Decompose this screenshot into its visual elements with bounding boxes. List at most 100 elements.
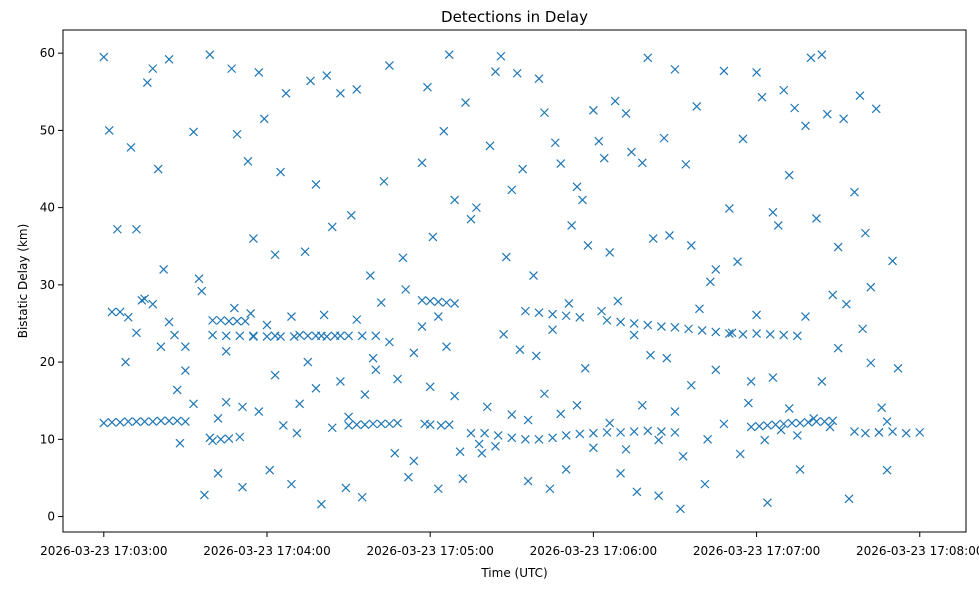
scatter-point xyxy=(763,498,772,508)
x-axis-label: Time (UTC) xyxy=(480,566,547,580)
scatter-point xyxy=(670,64,680,74)
scatter-point xyxy=(803,417,813,427)
scatter-point xyxy=(295,330,305,340)
scatter-point xyxy=(254,407,264,416)
scatter-point xyxy=(711,327,721,337)
scatter-point xyxy=(632,487,642,497)
scatter-point xyxy=(450,391,460,401)
scatter-point xyxy=(164,54,174,64)
x-tick-label: 2026-03-23 17:08:00 xyxy=(856,544,979,558)
scatter-point xyxy=(311,180,321,189)
scatter-point xyxy=(240,316,250,326)
scatter-point xyxy=(825,422,835,432)
scatter-point xyxy=(915,427,925,437)
scatter-point xyxy=(327,423,337,433)
scatter-point xyxy=(588,428,598,438)
scatter-point xyxy=(575,312,585,322)
scatter-point xyxy=(262,320,272,330)
scatter-point xyxy=(316,499,326,509)
scatter-point xyxy=(213,414,223,423)
scatter-point xyxy=(874,427,884,437)
scatter-point xyxy=(491,441,500,451)
scatter-point xyxy=(779,85,789,95)
scatter-point xyxy=(466,428,476,438)
scatter-point xyxy=(232,316,242,326)
scatter-point xyxy=(112,224,122,234)
scatter-point xyxy=(466,214,476,224)
scatter-point xyxy=(401,285,411,294)
scatter-point xyxy=(703,434,713,444)
scatter-point xyxy=(205,50,215,60)
scatter-point xyxy=(461,98,470,108)
scatter-point xyxy=(801,121,810,131)
scatter-point xyxy=(656,427,666,437)
scatter-point xyxy=(444,50,454,60)
scatter-point xyxy=(572,400,582,410)
y-tick-label: 30 xyxy=(40,278,55,292)
chart-title: Detections in Delay xyxy=(441,8,588,26)
scatter-point xyxy=(140,294,150,304)
scatter-point xyxy=(646,350,655,360)
scatter-point xyxy=(270,331,280,341)
scatter-point xyxy=(871,104,881,114)
scatter-point xyxy=(238,402,247,412)
scatter-point xyxy=(809,414,819,423)
scatter-point xyxy=(246,309,256,318)
scatter-point xyxy=(602,315,612,325)
scatter-point xyxy=(482,402,492,412)
scatter-point xyxy=(344,331,354,341)
scatter-point xyxy=(754,421,764,431)
scatter-point xyxy=(311,331,321,341)
scatter-point xyxy=(200,490,209,500)
scatter-point xyxy=(384,61,394,70)
scatter-point xyxy=(423,82,432,92)
scatter-point xyxy=(357,492,367,502)
scatter-point xyxy=(501,252,511,262)
scatter-point xyxy=(425,420,435,430)
scatter-point xyxy=(610,96,620,106)
scatter-point xyxy=(561,431,571,440)
scatter-point xyxy=(227,64,237,74)
x-tick-label: 2026-03-23 17:03:00 xyxy=(40,544,167,558)
scatter-point xyxy=(662,353,672,363)
scatter-point xyxy=(659,133,669,143)
scatter-point xyxy=(417,322,427,331)
scatter-point xyxy=(254,68,264,77)
scatter-point xyxy=(357,331,367,341)
scatter-point xyxy=(811,214,821,223)
scatter-markers xyxy=(99,50,925,514)
scatter-point xyxy=(833,242,843,252)
scatter-point xyxy=(322,71,332,80)
scatter-point xyxy=(665,231,674,240)
scatter-point xyxy=(259,114,269,124)
scatter-point xyxy=(588,105,598,115)
scatter-point xyxy=(621,108,631,118)
scatter-point xyxy=(189,399,198,409)
scatter-point xyxy=(548,325,558,335)
scatter-point xyxy=(232,129,242,139)
scatter-point xyxy=(539,108,549,118)
scatter-point xyxy=(779,419,789,429)
scatter-point xyxy=(175,438,185,448)
scatter-point xyxy=(417,295,427,305)
scatter-point xyxy=(172,416,182,426)
scatter-point xyxy=(384,337,394,347)
scatter-point xyxy=(107,417,117,427)
scatter-point xyxy=(779,330,789,340)
scatter-point xyxy=(738,134,748,144)
y-tick-label: 40 xyxy=(40,201,55,215)
scatter-point xyxy=(548,309,558,319)
scatter-point xyxy=(281,88,291,98)
scatter-point xyxy=(306,76,315,86)
scatter-point xyxy=(860,428,870,438)
scatter-point xyxy=(352,315,362,325)
scatter-point xyxy=(311,383,321,393)
scatter-point xyxy=(278,420,288,430)
scatter-point xyxy=(409,456,419,466)
scatter-point xyxy=(746,376,756,386)
scatter-point xyxy=(534,434,544,444)
scatter-point xyxy=(567,220,577,230)
scatter-point xyxy=(711,264,721,274)
scatter-point xyxy=(539,389,549,399)
scatter-point xyxy=(643,53,653,63)
